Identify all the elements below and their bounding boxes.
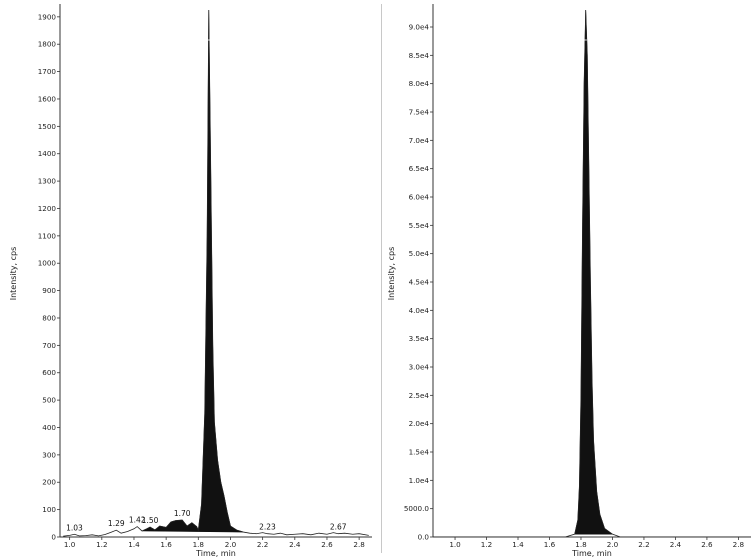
y-tick-label: 2.0e4 (409, 419, 430, 428)
plot-area (63, 9, 369, 537)
y-tick-label: 1200 (38, 204, 57, 213)
x-tick-label: 2.2 (257, 540, 268, 549)
y-tick-label: 1500 (38, 122, 57, 131)
y-tick-label: 3.5e4 (409, 334, 430, 343)
y-tick-label: 1000 (38, 259, 57, 268)
x-tick-label: 1.2 (481, 540, 492, 549)
y-tick-label: 8.5e4 (409, 51, 430, 60)
x-tick-label: 1.4 (128, 540, 140, 549)
y-tick-label: 7.0e4 (409, 136, 430, 145)
y-tick-label: 5.0e4 (409, 249, 430, 258)
peak-label: 1.70 (174, 509, 191, 518)
y-tick-label: 1300 (38, 177, 57, 186)
y-tick-label: 900 (42, 286, 56, 295)
y-tick-label: 4.5e4 (409, 278, 430, 287)
y-tick-label: 5000.0 (404, 504, 430, 513)
y-axis-label: Intensity, cps (9, 247, 18, 301)
x-axis-label: Time, min (195, 549, 236, 558)
y-tick-label: 0 (51, 533, 56, 542)
x-tick-label: 2.6 (321, 540, 333, 549)
y-tick-label: 3.0e4 (409, 363, 430, 372)
y-tick-label: 4.0e4 (409, 306, 430, 315)
chromatogram-trace (63, 9, 369, 537)
y-tick-label: 1600 (38, 94, 57, 103)
x-tick-label: 2.2 (638, 540, 649, 549)
y-axis-label: Intensity, cps (387, 247, 396, 301)
y-tick-label: 5.5e4 (409, 221, 430, 230)
y-tick-label: 1700 (38, 67, 57, 76)
y-tick-label: 300 (42, 450, 56, 459)
y-tick-label: 1800 (38, 40, 57, 49)
y-tick-label: 6.5e4 (409, 164, 430, 173)
plot-area (433, 9, 751, 537)
y-tick-label: 8.0e4 (409, 79, 430, 88)
peak-label: 2.23 (259, 523, 276, 532)
y-tick-label: 6.0e4 (409, 193, 430, 202)
y-tick-label: 7.5e4 (409, 108, 430, 117)
y-tick-label: 800 (42, 313, 56, 322)
y-tick-label: 1400 (38, 149, 57, 158)
x-tick-label: 1.0 (449, 540, 461, 549)
x-tick-label: 1.8 (193, 540, 205, 549)
peak-label: 1.03 (66, 523, 83, 532)
peak-label: 1.50 (142, 516, 159, 525)
y-tick-label: 9.0e4 (409, 23, 430, 32)
y-tick-label: 400 (42, 423, 56, 432)
peak-label: 1.29 (108, 519, 125, 528)
x-tick-label: 1.6 (160, 540, 172, 549)
x-tick-label: 1.8 (575, 540, 587, 549)
x-tick-label: 1.2 (96, 540, 107, 549)
chromatogram-trace (433, 9, 751, 537)
y-tick-label: 2.5e4 (409, 391, 430, 400)
x-tick-label: 2.8 (353, 540, 365, 549)
peak-label: 1.42 (129, 516, 146, 525)
x-tick-label: 2.0 (607, 540, 619, 549)
y-tick-label: 500 (42, 396, 56, 405)
x-tick-label: 1.0 (64, 540, 76, 549)
y-tick-label: 200 (42, 478, 56, 487)
y-tick-label: 600 (42, 368, 56, 377)
x-tick-label: 1.6 (544, 540, 556, 549)
chart-left-panel: 0 100 200 300 400 500 600 700 800 900 1000 1100 1200… (9, 4, 372, 558)
x-tick-label: 2.0 (225, 540, 237, 549)
x-tick-label: 2.8 (733, 540, 745, 549)
y-tick-label: 100 (42, 505, 56, 514)
y-tick-label: 700 (42, 341, 56, 350)
peak-label: 2.67 (330, 523, 347, 532)
y-tick-label: 1.5e4 (409, 448, 430, 457)
y-tick-label: 0.0 (418, 533, 430, 542)
x-tick-label: 2.4 (670, 540, 682, 549)
x-tick-label: 1.4 (512, 540, 524, 549)
x-axis-label: Time, min (571, 549, 612, 558)
y-tick-label: 1100 (38, 231, 57, 240)
y-tick-label: 1.0e4 (409, 476, 430, 485)
x-tick-label: 2.6 (701, 540, 713, 549)
x-tick-label: 2.4 (289, 540, 301, 549)
chart-right-panel: 0.0 5000.0 1.0e4 1.5e4 2.0e4 2.5e4 3.0e4 3.5e4 4… (387, 4, 751, 558)
y-tick-label: 1900 (38, 12, 57, 21)
